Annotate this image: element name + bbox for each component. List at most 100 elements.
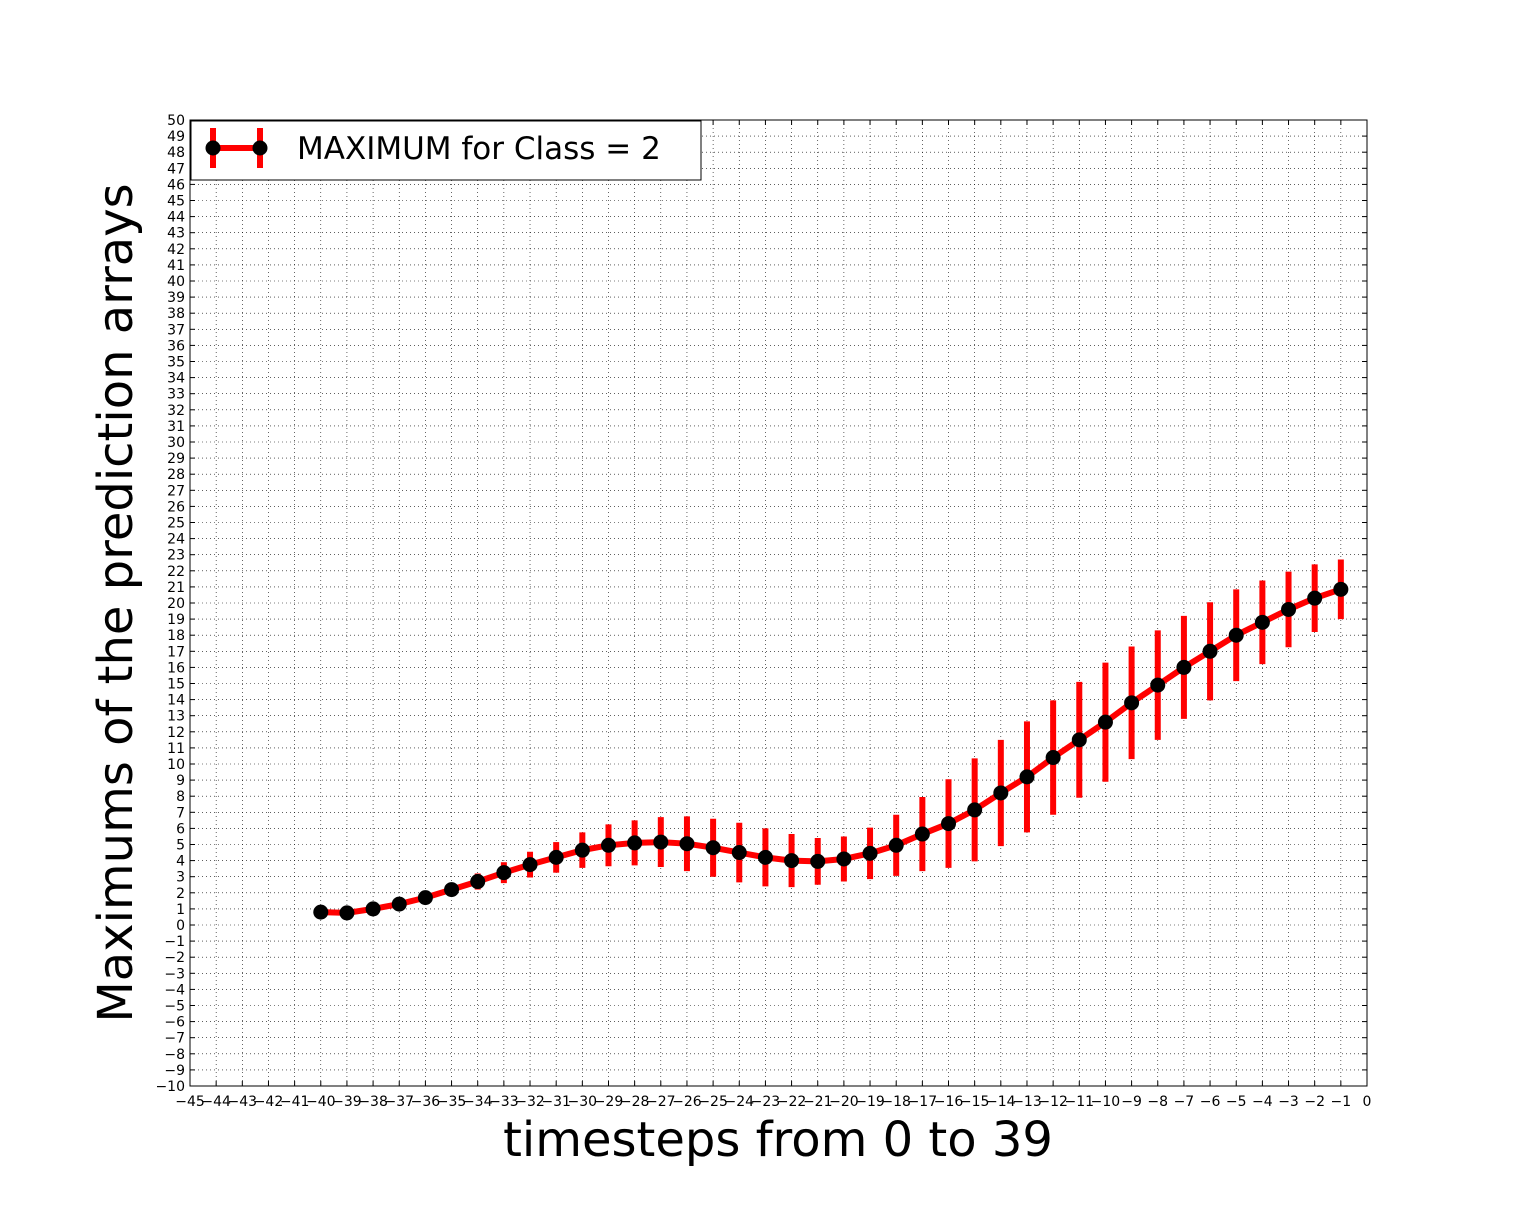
data-point [1307,590,1323,606]
y-tick-label: 26 [167,499,185,515]
x-tick-label: −11 [1065,1094,1095,1110]
y-tick-label: 30 [167,435,185,451]
y-tick-label: 21 [167,580,185,596]
x-tick-label: −32 [515,1094,545,1110]
x-tick-label: −13 [1012,1094,1042,1110]
y-tick-label: 9 [176,773,185,789]
data-point [810,853,826,869]
data-point [705,840,721,856]
y-tick-label: 16 [167,660,185,676]
data-point [679,836,695,852]
x-tick-label: −45 [175,1094,205,1110]
y-tick-label: 13 [167,709,185,725]
y-tick-label: −7 [164,1031,185,1047]
y-tick-label: 28 [167,467,185,483]
data-point [313,904,329,920]
data-point [1254,614,1270,630]
data-point [444,882,460,898]
x-tick-label: −27 [646,1094,676,1110]
data-point [1150,677,1166,693]
x-tick-label: −36 [411,1094,441,1110]
y-tick-label: 22 [167,564,185,580]
y-tick-label: −8 [164,1047,185,1063]
data-point [1202,643,1218,659]
y-tick-label: −6 [164,1015,185,1031]
x-tick-label: −43 [228,1094,258,1110]
y-tick-label: −10 [155,1079,185,1095]
x-tick-label: −34 [463,1094,493,1110]
data-point [1019,769,1035,785]
legend-swatch [205,128,268,168]
y-tick-label: 50 [167,113,185,129]
x-tick-label: −10 [1091,1094,1121,1110]
data-points [313,581,1349,921]
x-tick-label: −44 [201,1094,231,1110]
data-point [391,896,407,912]
y-tick-label: 17 [167,644,185,660]
y-tick-label: 45 [167,194,185,210]
data-point [1333,581,1349,597]
data-point [339,905,355,921]
y-axis-title: Maximums of the prediction arrays [88,183,144,1022]
x-tick-label: −31 [541,1094,571,1110]
y-tick-label: 44 [167,210,185,226]
y-tick-label: −9 [164,1063,185,1079]
x-tick-label: −25 [698,1094,728,1110]
x-tick-label: −3 [1278,1094,1299,1110]
data-point [522,857,538,873]
data-point [914,826,930,842]
x-tick-label: −35 [437,1094,467,1110]
y-tick-label: 10 [167,757,185,773]
x-tick-label: −33 [489,1094,519,1110]
x-tick-label: −24 [724,1094,754,1110]
x-tick-label: −4 [1252,1094,1273,1110]
data-point [1176,659,1192,675]
y-tick-label: 20 [167,596,185,612]
grid-lines [189,119,1368,1087]
x-tick-label: −18 [881,1094,911,1110]
data-point [548,849,564,865]
data-point [836,851,852,867]
x-tick-label: −28 [620,1094,650,1110]
x-tick-label: −16 [934,1094,964,1110]
x-tick-label: −30 [568,1094,598,1110]
data-point [731,845,747,861]
y-tick-label: −2 [164,950,185,966]
x-tick-label: −37 [384,1094,414,1110]
y-tick-label: 38 [167,306,185,322]
legend-label: MAXIMUM for Class = 2 [297,131,661,167]
data-point [1124,695,1140,711]
y-tick-label: 41 [167,258,185,274]
data-point [888,837,904,853]
y-tick-label: 37 [167,322,185,338]
data-point [1071,732,1087,748]
x-tick-label: −17 [908,1094,938,1110]
y-tick-label: −5 [164,999,185,1015]
x-tick-label: −39 [332,1094,362,1110]
x-tick-label: −22 [777,1094,807,1110]
y-tick-label: 48 [167,145,185,161]
x-tick-label: −38 [358,1094,388,1110]
y-tick-label: 3 [176,870,185,886]
data-point [600,837,616,853]
data-point [784,853,800,869]
y-tick-label: 27 [167,483,185,499]
y-tick-label: 35 [167,355,185,371]
x-tick-label: −20 [829,1094,859,1110]
y-tick-label: 43 [167,226,185,242]
y-tick-label: 34 [167,371,185,387]
y-tick-label: 29 [167,451,185,467]
x-tick-label: −41 [280,1094,310,1110]
x-tick-label: −5 [1226,1094,1247,1110]
y-tick-label: 4 [176,854,185,870]
data-point [941,816,957,832]
data-point [470,874,486,890]
data-point [653,834,669,850]
x-tick-label: −29 [594,1094,624,1110]
y-tick-label: 49 [167,129,185,145]
data-point [993,785,1009,801]
data-point [365,901,381,917]
y-tick-label: 46 [167,177,185,193]
y-tick-label: 25 [167,516,185,532]
